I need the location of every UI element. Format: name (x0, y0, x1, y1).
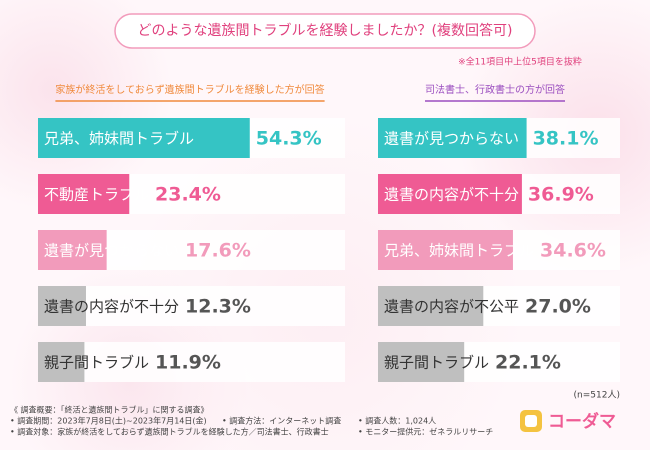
value-label: 23.4% (155, 184, 221, 206)
value-label: 36.9% (528, 184, 594, 206)
bar (378, 118, 527, 158)
bar (378, 174, 522, 214)
category-label: 遺書の内容が不十分 (384, 186, 519, 204)
value-label: 54.3% (256, 128, 322, 150)
category-label: 親子間トラブル (44, 354, 149, 372)
category-label: 兄弟、姉妹間トラブル (384, 242, 534, 260)
chart-subtitle: 家族が終活をしておらず遺族間トラブルを経験した方が回答 (55, 83, 324, 96)
survey-title: 《 調査概要：「終活と遺族間トラブル」に関する調査》 (10, 405, 209, 415)
bar (38, 118, 250, 158)
category-label: 遺書が見つからない (44, 242, 179, 260)
sample-size: (n=512人) (574, 390, 620, 401)
note: ※全11項目中上位5項目を抜粋 (458, 56, 582, 68)
title-pill (114, 13, 536, 49)
bar (378, 230, 513, 270)
category-label: 不動産トラブル (44, 186, 149, 204)
category-label: 遺書の内容が不十分 (44, 298, 179, 316)
logo-icon (525, 415, 537, 427)
value-label: 17.6% (185, 240, 251, 262)
category-label: 遺書の内容が不公平 (384, 298, 519, 316)
chart-subtitle: 司法書士、行政書士の方が回答 (425, 83, 565, 96)
value-label: 34.6% (540, 240, 606, 262)
row-background (38, 286, 345, 326)
survey-item: • 調査人数：1,024人 (358, 416, 436, 426)
survey-item: • モニター提供元：ゼネラルリサーチ (358, 427, 493, 437)
row-background (38, 342, 345, 382)
survey-item: • 調査方法：インターネット調査 (222, 416, 341, 426)
value-label: 11.9% (155, 352, 221, 374)
value-label: 22.1% (495, 352, 561, 374)
bar (38, 230, 107, 270)
logo: コーダマ (548, 411, 616, 432)
bar (38, 342, 85, 382)
category-label: 遺書が見つからない (384, 130, 519, 148)
value-label: 27.0% (525, 296, 591, 318)
bar (38, 174, 130, 214)
bar (378, 342, 465, 382)
survey-item: • 調査期間：2023年7月8日(土)~2023年7月14日(金) (10, 416, 207, 426)
value-label: 38.1% (533, 128, 599, 150)
bar (38, 286, 86, 326)
category-label: 兄弟、姉妹間トラブル (44, 130, 194, 148)
survey-item: • 調査対象：家族が終活をしておらず遺族間トラブルを経験した方／司法書士、行政書… (10, 427, 329, 437)
title: どのような遺族間トラブルを経験しましたか？(複数回答可) (138, 22, 513, 39)
value-label: 12.3% (185, 296, 251, 318)
bar (378, 286, 484, 326)
category-label: 親子間トラブル (384, 354, 489, 372)
